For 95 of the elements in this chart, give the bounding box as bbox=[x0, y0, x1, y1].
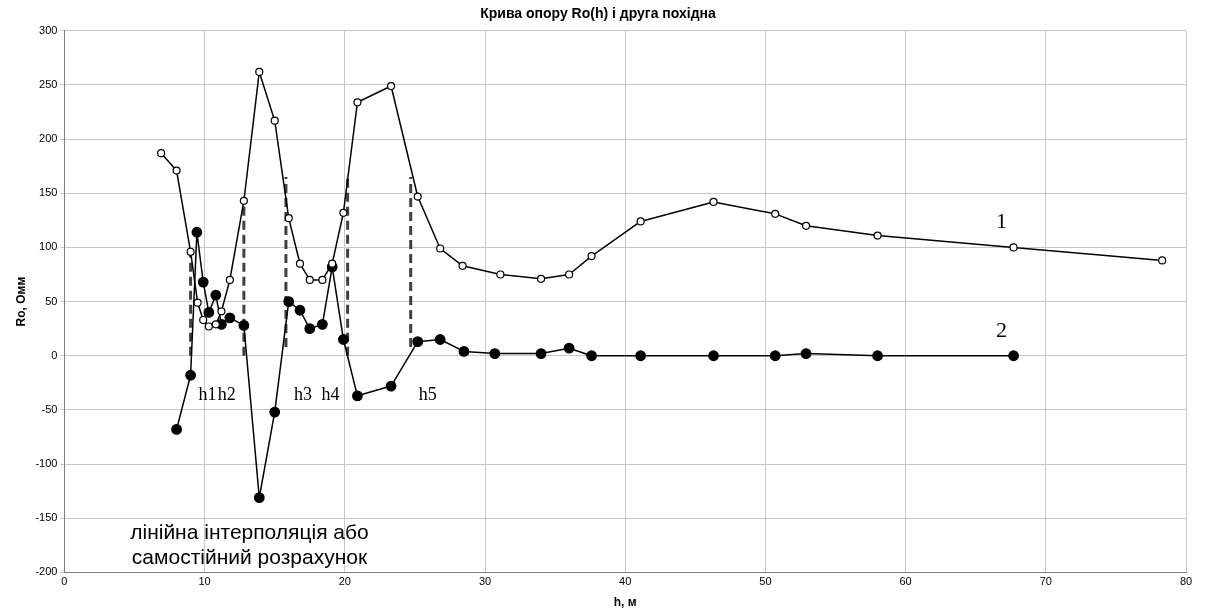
x-tick-label: 30 bbox=[478, 575, 492, 588]
y-tick-label: -200 bbox=[35, 565, 58, 578]
point bbox=[413, 192, 422, 201]
annotation: h3 bbox=[293, 384, 312, 405]
y-tick-label: -150 bbox=[35, 511, 58, 524]
series-label: 2 bbox=[996, 316, 1008, 342]
point bbox=[536, 274, 546, 283]
annotation: h1 bbox=[198, 384, 217, 405]
point bbox=[586, 350, 597, 362]
point bbox=[535, 348, 547, 359]
point bbox=[304, 323, 316, 335]
point bbox=[295, 259, 305, 268]
point bbox=[318, 275, 327, 285]
x-tick-label: 80 bbox=[1179, 575, 1193, 588]
point bbox=[255, 67, 264, 77]
point bbox=[386, 81, 396, 91]
y-tick-label: 50 bbox=[45, 294, 58, 307]
y-axis-title: Ro, Омм bbox=[13, 276, 28, 327]
point bbox=[769, 350, 781, 362]
point bbox=[385, 380, 397, 392]
point bbox=[197, 276, 209, 288]
point bbox=[339, 208, 348, 217]
annotation: лінійна інтерполяція або самостійний розрахунок bbox=[130, 520, 369, 569]
point bbox=[185, 369, 196, 381]
point bbox=[636, 217, 645, 226]
x-tick-label: 0 bbox=[61, 575, 68, 588]
point bbox=[253, 492, 265, 504]
x-tick-label: 70 bbox=[1039, 575, 1052, 588]
point bbox=[458, 261, 467, 270]
y-tick-label: 300 bbox=[39, 23, 58, 36]
y-tick-label: 100 bbox=[39, 240, 58, 253]
point bbox=[587, 252, 596, 261]
point bbox=[203, 307, 215, 318]
point bbox=[800, 348, 812, 359]
point bbox=[157, 149, 166, 158]
point bbox=[172, 166, 181, 175]
point bbox=[193, 298, 202, 307]
point bbox=[635, 350, 647, 362]
point bbox=[709, 197, 718, 207]
y-tick-label: -50 bbox=[41, 402, 58, 415]
point bbox=[353, 98, 362, 107]
point bbox=[316, 318, 328, 330]
point bbox=[239, 196, 248, 205]
point bbox=[565, 270, 574, 279]
point bbox=[328, 259, 337, 268]
x-tick-label: 10 bbox=[198, 575, 211, 588]
x-tick-label: 40 bbox=[619, 575, 632, 588]
point bbox=[436, 244, 445, 253]
x-axis-title: h, м bbox=[613, 595, 637, 610]
point bbox=[294, 304, 306, 316]
point bbox=[352, 390, 363, 402]
point bbox=[283, 296, 295, 307]
point bbox=[1008, 350, 1019, 362]
point bbox=[186, 247, 195, 256]
point bbox=[211, 320, 220, 329]
y-tick-label: 0 bbox=[51, 348, 58, 361]
point bbox=[489, 348, 501, 359]
series-label: 1 bbox=[996, 208, 1008, 234]
point bbox=[270, 116, 279, 125]
point bbox=[434, 334, 446, 345]
point bbox=[801, 221, 811, 230]
point bbox=[305, 275, 314, 285]
point bbox=[708, 350, 719, 362]
annotation: h4 bbox=[321, 384, 340, 405]
point bbox=[412, 336, 424, 348]
point bbox=[199, 315, 208, 325]
point bbox=[872, 350, 883, 362]
point bbox=[217, 307, 226, 316]
x-tick-label: 20 bbox=[338, 575, 351, 588]
chart-title: Крива опору Ro(h) і друга похідна bbox=[480, 5, 717, 22]
point bbox=[284, 214, 293, 223]
point bbox=[210, 289, 222, 301]
y-tick-label: 200 bbox=[39, 132, 58, 145]
y-tick-label: 150 bbox=[39, 186, 58, 199]
annotation: h5 bbox=[418, 384, 437, 405]
point bbox=[496, 270, 505, 279]
x-tick-label: 50 bbox=[759, 575, 772, 588]
point bbox=[458, 346, 470, 357]
point bbox=[204, 322, 213, 331]
y-tick-label: -100 bbox=[35, 457, 58, 470]
point bbox=[171, 424, 182, 435]
point bbox=[1009, 243, 1018, 252]
point bbox=[873, 231, 882, 240]
point bbox=[1158, 256, 1167, 265]
point bbox=[269, 406, 281, 418]
point bbox=[238, 320, 250, 331]
x-tick-label: 60 bbox=[899, 575, 912, 588]
point bbox=[191, 226, 203, 238]
point bbox=[338, 334, 349, 345]
point bbox=[563, 342, 575, 354]
point bbox=[225, 275, 234, 285]
point bbox=[771, 209, 780, 218]
annotation: h2 bbox=[217, 384, 236, 405]
point bbox=[224, 312, 236, 324]
y-tick-label: 250 bbox=[39, 77, 58, 90]
